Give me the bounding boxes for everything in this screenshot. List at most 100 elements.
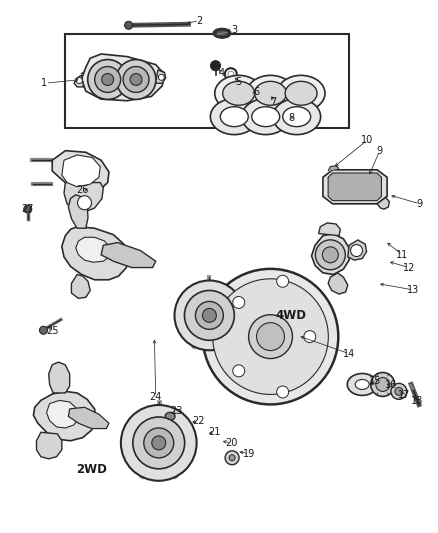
Ellipse shape — [242, 99, 290, 135]
Circle shape — [102, 74, 113, 85]
Circle shape — [376, 377, 390, 391]
Text: 4: 4 — [218, 68, 224, 78]
Circle shape — [277, 276, 289, 287]
Polygon shape — [311, 233, 349, 274]
Circle shape — [315, 240, 345, 270]
Text: 8: 8 — [288, 113, 294, 123]
Polygon shape — [81, 54, 164, 101]
Circle shape — [304, 330, 316, 343]
Polygon shape — [74, 75, 84, 87]
Circle shape — [213, 279, 328, 394]
Text: 11: 11 — [396, 250, 409, 260]
Circle shape — [123, 67, 149, 92]
Text: 27: 27 — [21, 204, 34, 214]
Ellipse shape — [252, 107, 280, 127]
Text: 6: 6 — [253, 87, 259, 97]
Circle shape — [225, 451, 239, 465]
Text: 16: 16 — [385, 380, 397, 390]
Text: 4WD: 4WD — [276, 310, 307, 322]
Ellipse shape — [355, 379, 369, 390]
Polygon shape — [52, 151, 109, 192]
Text: 18: 18 — [411, 396, 423, 406]
Circle shape — [229, 455, 235, 461]
Text: 25: 25 — [46, 326, 58, 336]
Ellipse shape — [216, 30, 228, 36]
Text: 9: 9 — [417, 199, 423, 209]
Circle shape — [76, 77, 82, 84]
Circle shape — [277, 386, 289, 398]
Circle shape — [233, 365, 245, 377]
Polygon shape — [46, 400, 78, 428]
Text: 13: 13 — [407, 285, 420, 295]
Circle shape — [39, 326, 47, 334]
Ellipse shape — [223, 82, 254, 105]
Ellipse shape — [247, 75, 294, 111]
Polygon shape — [64, 183, 103, 212]
Circle shape — [371, 373, 395, 397]
Text: 19: 19 — [243, 449, 255, 458]
Circle shape — [233, 296, 245, 309]
Ellipse shape — [165, 413, 175, 421]
Text: 23: 23 — [170, 406, 183, 416]
Polygon shape — [323, 170, 387, 204]
Ellipse shape — [285, 82, 317, 105]
Text: 10: 10 — [361, 135, 374, 145]
Ellipse shape — [273, 99, 321, 135]
Polygon shape — [155, 70, 166, 83]
Polygon shape — [62, 155, 100, 187]
Circle shape — [88, 60, 127, 100]
Polygon shape — [71, 274, 90, 298]
Polygon shape — [76, 237, 110, 262]
Ellipse shape — [254, 82, 286, 105]
Text: 9: 9 — [377, 146, 383, 156]
Ellipse shape — [283, 107, 311, 127]
Ellipse shape — [210, 99, 258, 135]
Polygon shape — [68, 407, 109, 429]
Circle shape — [144, 428, 174, 458]
Polygon shape — [101, 243, 155, 268]
Text: 14: 14 — [343, 349, 355, 359]
Polygon shape — [33, 391, 96, 441]
Circle shape — [78, 196, 92, 209]
Circle shape — [249, 314, 293, 359]
Text: 17: 17 — [398, 390, 410, 400]
Circle shape — [195, 302, 223, 329]
Circle shape — [350, 245, 363, 256]
Text: 15: 15 — [369, 376, 381, 386]
Polygon shape — [328, 173, 381, 200]
Text: 24: 24 — [149, 392, 162, 402]
Circle shape — [211, 61, 220, 71]
Text: 1: 1 — [41, 78, 47, 88]
Text: 7: 7 — [270, 97, 277, 107]
Text: 5: 5 — [236, 77, 242, 87]
Circle shape — [133, 417, 185, 469]
Circle shape — [125, 21, 133, 29]
Polygon shape — [377, 197, 389, 209]
Circle shape — [257, 322, 284, 351]
Circle shape — [202, 309, 216, 322]
Circle shape — [116, 60, 156, 100]
Text: 22: 22 — [192, 416, 204, 425]
Circle shape — [152, 436, 166, 450]
Polygon shape — [318, 223, 340, 236]
Text: 12: 12 — [403, 263, 415, 272]
Polygon shape — [68, 195, 88, 228]
Polygon shape — [348, 240, 367, 260]
Circle shape — [121, 405, 197, 481]
Text: 20: 20 — [225, 438, 237, 448]
Circle shape — [203, 269, 338, 405]
Circle shape — [322, 247, 338, 263]
Ellipse shape — [347, 374, 377, 395]
Circle shape — [159, 75, 164, 80]
Circle shape — [130, 74, 142, 85]
Ellipse shape — [277, 75, 325, 111]
Circle shape — [24, 205, 32, 213]
Circle shape — [95, 67, 120, 92]
Polygon shape — [328, 273, 348, 294]
Circle shape — [174, 280, 244, 350]
Text: 26: 26 — [77, 185, 89, 195]
Polygon shape — [49, 362, 70, 393]
Circle shape — [184, 290, 234, 340]
Text: 2WD: 2WD — [76, 463, 107, 476]
Text: 2: 2 — [196, 15, 202, 26]
